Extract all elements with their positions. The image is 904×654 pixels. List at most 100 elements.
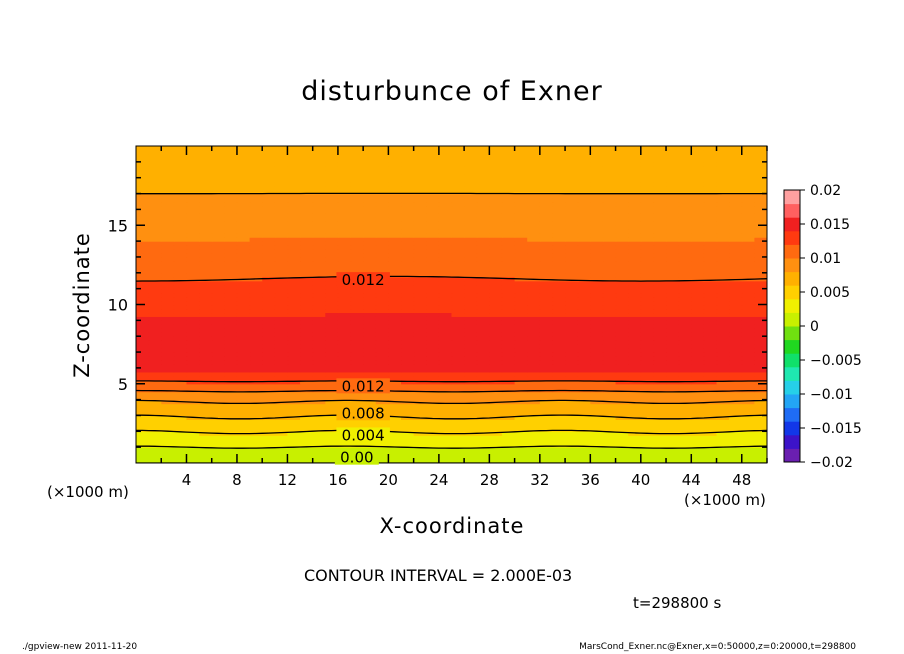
field-cell [136, 427, 150, 432]
field-cell [363, 260, 377, 266]
field-cell [148, 411, 162, 417]
field-cell [363, 336, 377, 341]
field-cell [489, 233, 503, 238]
field-cell [691, 312, 705, 317]
field-cell [678, 245, 692, 250]
field-cell [741, 189, 755, 195]
field-cell [565, 324, 579, 329]
field-cell [476, 233, 490, 238]
field-cell [401, 153, 415, 159]
field-cell [388, 407, 402, 413]
field-cell [438, 415, 453, 421]
field-cell [312, 459, 326, 463]
field-cell [249, 367, 263, 373]
field-cell [640, 328, 655, 333]
field-cell [501, 197, 516, 203]
field-cell [224, 173, 238, 179]
field-cell [653, 213, 667, 218]
field-cell [413, 395, 427, 401]
field-cell [716, 264, 730, 270]
field-cell [703, 276, 718, 282]
field-cell [754, 197, 767, 203]
field-cell [249, 383, 263, 389]
field-cell [678, 455, 692, 460]
field-cell [615, 249, 629, 254]
field-cell [375, 245, 389, 250]
field-cell [703, 304, 718, 310]
field-cell [678, 193, 692, 199]
field-cell [754, 249, 767, 254]
field-cell [413, 455, 427, 460]
field-cell [703, 161, 718, 167]
field-cell [615, 252, 629, 258]
field-cell [325, 221, 339, 226]
field-cell [615, 324, 629, 329]
field-cell [590, 292, 604, 298]
field-cell [615, 423, 629, 428]
field-cell [173, 451, 188, 456]
field-cell [236, 391, 251, 397]
field-cell [300, 149, 314, 155]
field-cell [754, 411, 767, 417]
field-cell [464, 312, 478, 317]
field-cell [464, 252, 478, 258]
field-cell [173, 288, 188, 294]
field-cell [287, 363, 301, 369]
field-cell [565, 153, 579, 159]
field-cell [716, 217, 730, 222]
field-cell [691, 276, 705, 282]
field-cell [464, 447, 478, 452]
field-cell [337, 352, 352, 357]
field-cell [388, 447, 402, 452]
field-cell [640, 169, 655, 175]
field-cell [476, 383, 490, 389]
field-cell [464, 276, 478, 282]
field-cell [388, 316, 402, 321]
field-cell [653, 332, 667, 337]
field-cell [640, 165, 655, 171]
field-cell [312, 363, 326, 369]
field-cell [514, 411, 528, 417]
field-cell [716, 193, 730, 199]
field-cell [211, 185, 225, 191]
field-cell [590, 264, 604, 270]
field-cell [729, 340, 743, 345]
field-cell [199, 419, 213, 424]
field-cell [312, 383, 326, 389]
field-cell [337, 336, 352, 341]
field-cell [678, 308, 692, 314]
field-cell [678, 280, 692, 286]
field-cell [565, 431, 579, 436]
field-cell [236, 157, 251, 163]
field-cell [236, 296, 251, 302]
field-cell [615, 245, 629, 250]
field-cell [388, 284, 402, 290]
field-cell [741, 292, 755, 298]
field-cell [464, 221, 478, 226]
field-cell [249, 308, 263, 314]
field-cell [375, 237, 389, 242]
field-cell [136, 237, 150, 242]
field-cell [514, 173, 528, 179]
field-cell [236, 348, 251, 353]
field-cell [173, 359, 188, 365]
field-cell [754, 367, 767, 373]
field-cell [287, 229, 301, 234]
field-cell [426, 193, 440, 199]
field-cell [691, 455, 705, 460]
field-cell [375, 332, 389, 337]
field-cell [401, 336, 415, 341]
field-cell [224, 439, 238, 444]
field-cell [274, 431, 289, 436]
field-cell [388, 193, 402, 199]
field-cell [426, 288, 440, 294]
field-cell [628, 292, 642, 298]
field-cell [388, 209, 402, 214]
field-cell [161, 359, 175, 365]
field-cell [363, 308, 377, 314]
field-cell [249, 399, 263, 405]
field-cell [350, 300, 364, 306]
field-cell [703, 209, 718, 214]
field-cell [451, 256, 465, 262]
y-axis-label: Z-coordinate [70, 232, 94, 378]
